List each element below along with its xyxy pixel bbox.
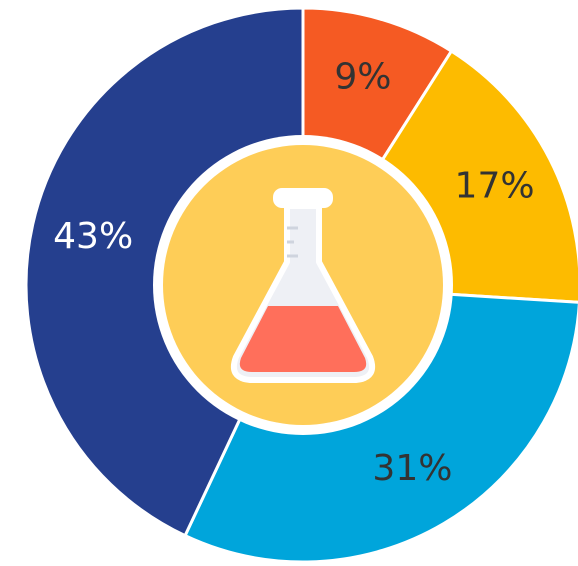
slice-label: 31% — [372, 448, 452, 489]
labels: 9% 17% 31% 43% — [53, 57, 534, 490]
flask-icon — [230, 188, 376, 383]
slice-label: 43% — [53, 216, 133, 257]
slice-label: 9% — [334, 57, 391, 98]
slice-label: 17% — [455, 165, 535, 206]
